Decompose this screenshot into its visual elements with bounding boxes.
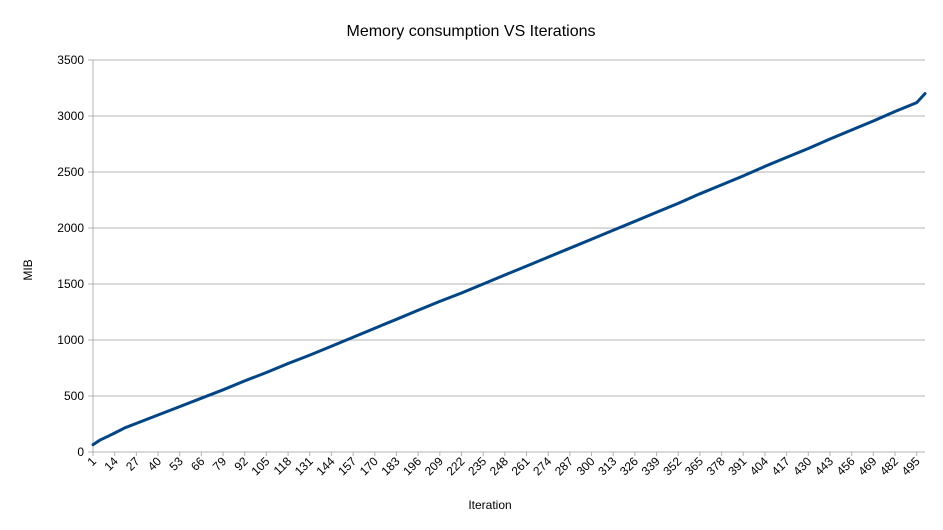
x-tick-label: 300 bbox=[574, 454, 598, 478]
x-tick-label: 157 bbox=[335, 454, 359, 478]
x-tick-label: 313 bbox=[595, 454, 619, 478]
y-tick-label: 3000 bbox=[57, 109, 84, 123]
y-tick-label: 2000 bbox=[57, 221, 84, 235]
x-tick-label: 105 bbox=[248, 454, 272, 478]
x-tick-label: 92 bbox=[232, 454, 252, 474]
x-tick-label: 495 bbox=[899, 454, 923, 478]
y-tick-label: 1000 bbox=[57, 333, 84, 347]
x-tick-label: 79 bbox=[210, 454, 230, 474]
series-group bbox=[91, 92, 927, 447]
x-tick-label: 196 bbox=[400, 454, 424, 478]
x-tick-label: 391 bbox=[725, 454, 749, 478]
x-tick-label: 131 bbox=[292, 454, 316, 478]
y-axis: 0 500 1000 1500 2000 2500 3000 3500 bbox=[57, 53, 94, 459]
chart-title: Memory consumption VS Iterations bbox=[347, 23, 596, 40]
x-tick-label: 456 bbox=[834, 454, 858, 478]
x-tick-label: 287 bbox=[552, 454, 576, 478]
x-tick-label: 365 bbox=[682, 454, 706, 478]
y-tick-label: 500 bbox=[64, 389, 84, 403]
x-tick-label: 417 bbox=[769, 454, 793, 478]
y-tick-label: 0 bbox=[77, 445, 84, 459]
y-axis-label: MIB bbox=[21, 259, 35, 280]
x-tick-label: 469 bbox=[855, 454, 879, 478]
x-tick-label: 235 bbox=[465, 454, 489, 478]
x-tick-label: 378 bbox=[704, 454, 728, 478]
x-tick-label: 339 bbox=[639, 454, 663, 478]
series-line bbox=[91, 92, 927, 447]
x-tick-label: 66 bbox=[188, 454, 208, 474]
x-tick-label: 183 bbox=[379, 454, 403, 478]
x-tick-label: 352 bbox=[660, 454, 684, 478]
x-tick-label: 1 bbox=[84, 454, 99, 469]
x-tick-label: 261 bbox=[509, 454, 533, 478]
x-tick-label: 248 bbox=[487, 454, 511, 478]
x-tick-label: 222 bbox=[444, 454, 468, 478]
x-tick-label: 170 bbox=[357, 454, 381, 478]
x-tick-label: 27 bbox=[123, 454, 143, 474]
x-tick-label: 443 bbox=[812, 454, 836, 478]
x-tick-label: 144 bbox=[313, 454, 337, 478]
x-tick-label: 404 bbox=[747, 454, 771, 478]
x-axis: 1 14 27 40 53 66 79 921051181311441571701831962… bbox=[84, 451, 925, 478]
y-tick-label: 1500 bbox=[57, 277, 84, 291]
x-tick-label: 326 bbox=[617, 454, 641, 478]
x-axis-label: Iteration bbox=[468, 498, 511, 512]
x-tick-label: 209 bbox=[422, 454, 446, 478]
x-tick-label: 482 bbox=[877, 454, 901, 478]
grid-lines bbox=[93, 59, 925, 453]
x-tick-label: 274 bbox=[530, 454, 554, 478]
y-tick-label: 3500 bbox=[57, 53, 84, 67]
y-tick-label: 2500 bbox=[57, 165, 84, 179]
x-tick-label: 430 bbox=[790, 454, 814, 478]
x-tick-label: 53 bbox=[166, 454, 186, 474]
x-tick-label: 40 bbox=[145, 454, 165, 474]
x-tick-label: 118 bbox=[271, 454, 295, 478]
x-tick-label: 14 bbox=[101, 454, 121, 474]
